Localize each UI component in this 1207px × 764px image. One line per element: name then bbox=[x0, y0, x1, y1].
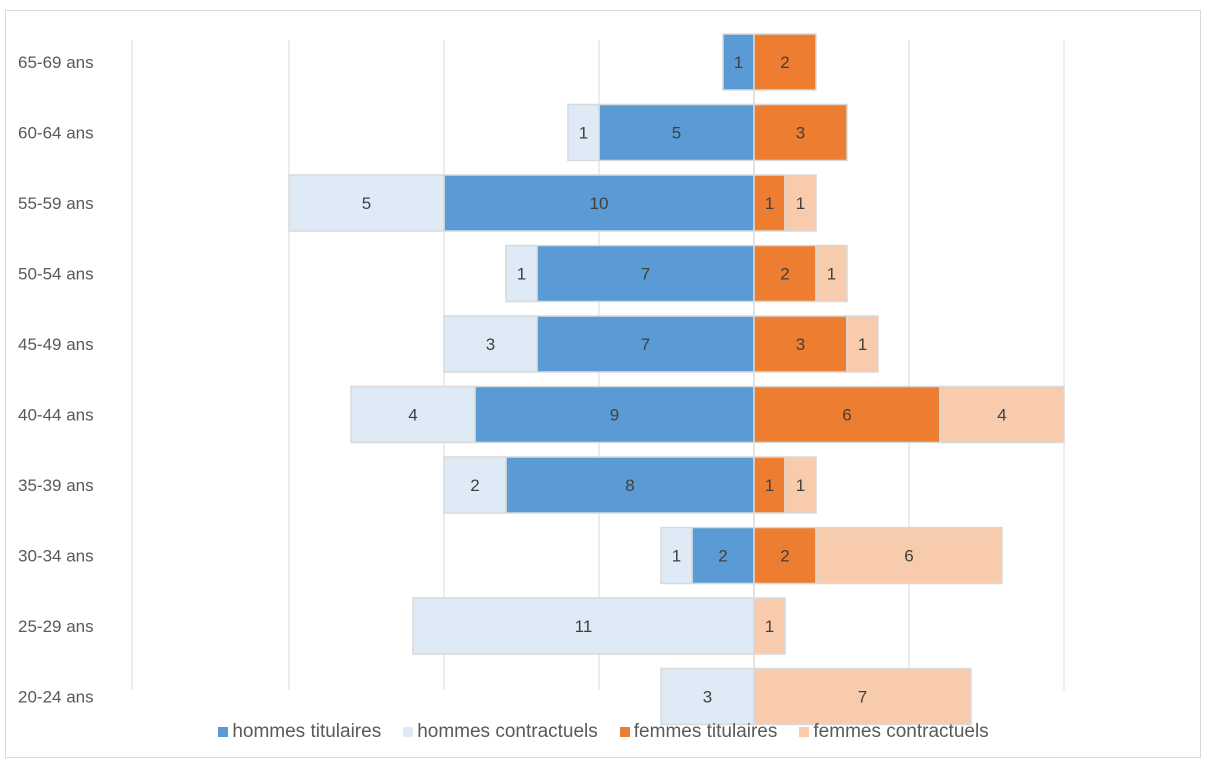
bar bbox=[753, 315, 848, 373]
data-label: 1 bbox=[796, 194, 805, 213]
bar bbox=[939, 385, 1065, 444]
bar bbox=[753, 33, 817, 91]
legend-label: femmes titulaires bbox=[633, 721, 778, 742]
legend-swatch bbox=[403, 727, 414, 737]
data-label: 1 bbox=[734, 53, 743, 72]
bar bbox=[753, 244, 817, 303]
bar bbox=[815, 526, 1003, 585]
data-label: 1 bbox=[765, 194, 774, 213]
bar bbox=[784, 456, 817, 514]
data-label: 6 bbox=[904, 547, 913, 566]
data-label: 1 bbox=[796, 476, 805, 495]
bar bbox=[846, 315, 879, 373]
bar bbox=[536, 244, 755, 303]
bar bbox=[505, 244, 538, 303]
data-label: 4 bbox=[408, 406, 417, 425]
bar bbox=[474, 385, 755, 444]
bar bbox=[815, 244, 848, 303]
category-label: 40-44 ans bbox=[18, 406, 94, 425]
data-label: 1 bbox=[579, 124, 588, 143]
legend-item-femmes-contractuels: femmes contractuels bbox=[799, 721, 989, 743]
data-label: 1 bbox=[517, 265, 526, 284]
bar bbox=[784, 174, 817, 232]
category-label: 30-34 ans bbox=[18, 547, 94, 566]
legend-swatch bbox=[218, 727, 229, 737]
data-label: 11 bbox=[575, 617, 593, 636]
bar bbox=[350, 385, 476, 444]
bar bbox=[722, 33, 755, 91]
legend-label: femmes contractuels bbox=[813, 721, 989, 742]
data-label: 6 bbox=[842, 406, 851, 425]
bar bbox=[753, 103, 848, 162]
data-label: 3 bbox=[796, 335, 805, 354]
data-label: 1 bbox=[765, 476, 774, 495]
data-label: 10 bbox=[590, 194, 609, 213]
category-label: 20-24 ans bbox=[18, 688, 94, 707]
data-label: 8 bbox=[625, 476, 634, 495]
data-label: 1 bbox=[672, 547, 681, 566]
data-label: 7 bbox=[641, 265, 650, 284]
bar bbox=[536, 315, 755, 373]
data-label: 3 bbox=[703, 688, 712, 707]
legend-item-femmes-titulaires: femmes titulaires bbox=[619, 721, 778, 743]
legend-item-hommes-contractuels: hommes contractuels bbox=[403, 721, 598, 743]
data-label: 1 bbox=[858, 335, 867, 354]
legend-label: hommes contractuels bbox=[417, 721, 598, 742]
bar bbox=[660, 526, 693, 585]
bar bbox=[288, 174, 445, 232]
bar bbox=[753, 456, 786, 514]
data-label: 9 bbox=[610, 406, 619, 425]
data-label: 5 bbox=[362, 194, 371, 213]
data-label: 1 bbox=[765, 617, 774, 636]
data-label: 7 bbox=[858, 688, 867, 707]
category-labels: 65-69 ans 60-64 ans 55-59 ans 50-54 ans 45-4… bbox=[18, 53, 94, 707]
legend-item-hommes-titulaires: hommes titulaires bbox=[218, 721, 381, 743]
data-label: 2 bbox=[780, 547, 789, 566]
bar bbox=[443, 315, 538, 373]
legend: hommes titulaires hommes contractuels fe… bbox=[0, 721, 1207, 743]
data-label: 7 bbox=[641, 335, 650, 354]
category-label: 65-69 ans bbox=[18, 53, 94, 72]
data-label: 2 bbox=[780, 265, 789, 284]
data-label: 4 bbox=[997, 406, 1006, 425]
category-label: 35-39 ans bbox=[18, 476, 94, 495]
category-label: 45-49 ans bbox=[18, 335, 94, 354]
legend-label: hommes titulaires bbox=[232, 721, 382, 742]
bar bbox=[753, 174, 786, 232]
bar bbox=[753, 667, 972, 726]
data-label: 1 bbox=[827, 265, 836, 284]
bar bbox=[753, 385, 941, 444]
legend-swatch bbox=[619, 727, 630, 737]
bar bbox=[443, 456, 507, 514]
category-label: 25-29 ans bbox=[18, 617, 94, 636]
category-label: 50-54 ans bbox=[18, 265, 94, 284]
bar bbox=[567, 103, 600, 162]
legend-swatch bbox=[799, 727, 810, 737]
data-label: 3 bbox=[486, 335, 495, 354]
bar bbox=[753, 526, 817, 585]
category-label: 55-59 ans bbox=[18, 194, 94, 213]
bar bbox=[660, 667, 755, 726]
bar bbox=[505, 456, 755, 514]
category-label: 60-64 ans bbox=[18, 124, 94, 143]
data-label: 3 bbox=[796, 124, 805, 143]
data-label: 5 bbox=[672, 124, 681, 143]
data-label: 2 bbox=[470, 476, 479, 495]
bars bbox=[288, 33, 1065, 726]
data-label: 2 bbox=[780, 53, 789, 72]
data-label: 2 bbox=[718, 547, 727, 566]
bar bbox=[753, 597, 786, 655]
